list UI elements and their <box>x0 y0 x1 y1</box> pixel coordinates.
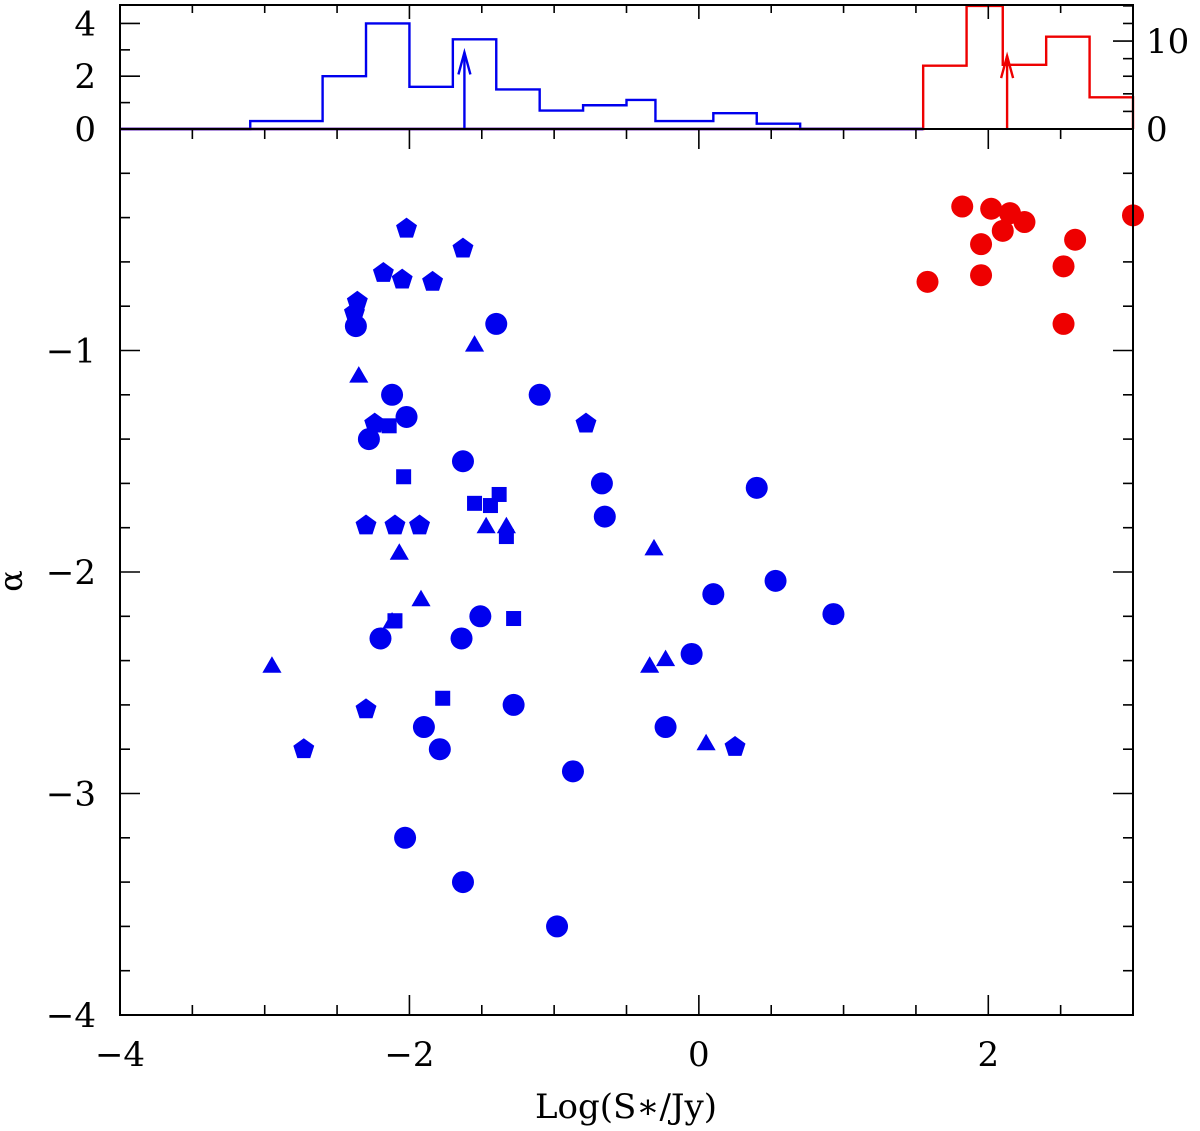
circle-point-blue <box>822 603 845 626</box>
circle-point-red <box>970 264 993 287</box>
triangle-point-blue <box>411 589 431 607</box>
pentagon-point-blue <box>384 514 406 535</box>
square-point-blue <box>467 495 483 511</box>
pentagon-point-blue <box>575 412 597 433</box>
circle-point-blue <box>561 760 584 783</box>
y-tick-label: −4 <box>46 996 96 1036</box>
x-tick-label: −2 <box>384 1035 434 1075</box>
circle-point-red <box>1064 228 1087 251</box>
pentagon-point-blue <box>355 698 377 719</box>
triangle-point-blue <box>464 335 485 352</box>
circle-point-blue <box>590 472 613 495</box>
square-point-blue <box>381 418 397 434</box>
y-tick-label: −2 <box>46 553 96 593</box>
circle-point-red <box>951 195 974 218</box>
y-tick-label: −3 <box>46 775 96 815</box>
x-tick-label: 0 <box>688 1035 710 1075</box>
square-point-blue <box>506 611 522 627</box>
circle-point-blue <box>702 583 725 606</box>
circle-point-blue <box>412 716 435 739</box>
blue-histogram <box>120 22 924 131</box>
square-point-blue <box>498 529 514 545</box>
circle-point-blue <box>381 383 404 406</box>
pentagon-point-blue <box>396 217 417 238</box>
circle-point-red <box>916 270 939 293</box>
circle-point-blue <box>764 569 787 592</box>
pentagon-point-blue <box>372 261 394 282</box>
circle-point-blue <box>485 312 508 335</box>
circle-point-blue <box>502 693 525 716</box>
circle-point-red <box>970 233 993 256</box>
circle-point-blue <box>528 383 551 406</box>
triangle-point-blue <box>349 366 369 383</box>
triangle-point-blue <box>262 656 282 673</box>
histogram-panel: 0 2 4 0 10 <box>74 4 1189 150</box>
square-point-blue <box>491 486 507 502</box>
triangle-point-blue <box>389 543 409 560</box>
triangle-point-blue <box>644 538 664 556</box>
y-tick-label: −1 <box>46 332 96 372</box>
circle-point-blue <box>680 642 703 665</box>
circle-point-blue <box>428 738 451 761</box>
red-histogram <box>120 4 1135 131</box>
triangle-point-blue <box>640 656 660 673</box>
circle-point-red <box>1013 211 1036 234</box>
y-axis-label: α <box>0 570 30 592</box>
square-point-blue <box>435 690 451 706</box>
pentagon-point-blue <box>391 268 413 289</box>
pentagon-point-blue <box>724 735 746 756</box>
circle-point-red <box>991 219 1014 242</box>
triangle-point-blue <box>696 733 716 751</box>
pentagon-point-blue <box>293 738 315 759</box>
triangle-point-blue <box>476 516 496 534</box>
histogram-frame <box>119 4 1134 130</box>
circle-point-blue <box>469 605 492 628</box>
circle-point-blue <box>369 627 392 650</box>
pentagon-point-blue <box>343 301 365 322</box>
circle-point-red <box>1052 312 1075 335</box>
pentagon-point-blue <box>364 412 386 433</box>
circle-point-red <box>1052 255 1075 278</box>
pentagon-point-blue <box>409 514 431 535</box>
circle-point-red <box>980 197 1003 220</box>
blue-median-arrow <box>457 47 472 129</box>
circle-point-blue <box>745 476 768 499</box>
circle-point-blue <box>395 405 418 428</box>
hist-left-tick-label: 4 <box>74 4 96 44</box>
circle-point-blue <box>357 428 380 451</box>
circle-point-blue <box>546 915 569 938</box>
circle-point-blue <box>450 627 473 650</box>
hist-right-tick-label: 0 <box>1146 110 1168 150</box>
circle-point-blue <box>451 450 474 473</box>
circle-point-blue <box>593 505 616 528</box>
square-point-blue <box>387 613 403 629</box>
hist-left-tick-label: 2 <box>74 57 96 97</box>
red-median-arrow <box>999 51 1015 129</box>
pentagon-point-blue <box>452 237 474 258</box>
hist-right-tick-label: 10 <box>1146 22 1189 62</box>
circle-point-blue <box>451 871 474 894</box>
square-point-blue <box>396 469 412 485</box>
x-tick-label: −4 <box>95 1035 145 1075</box>
scatter-frame <box>119 128 1134 1016</box>
x-tick-label: 2 <box>977 1035 999 1075</box>
triangle-point-blue <box>656 649 676 667</box>
pentagon-point-blue <box>355 514 377 535</box>
scatter-panel: −4 −2 0 2 −4 −3 −2 −1 Log(S∗/Jy) α <box>0 5 1144 1127</box>
circle-point-blue <box>654 716 677 739</box>
pentagon-point-blue <box>422 270 444 291</box>
x-axis-label: Log(S∗/Jy) <box>535 1087 717 1127</box>
hist-left-tick-label: 0 <box>74 110 96 150</box>
circle-point-blue <box>394 826 417 849</box>
